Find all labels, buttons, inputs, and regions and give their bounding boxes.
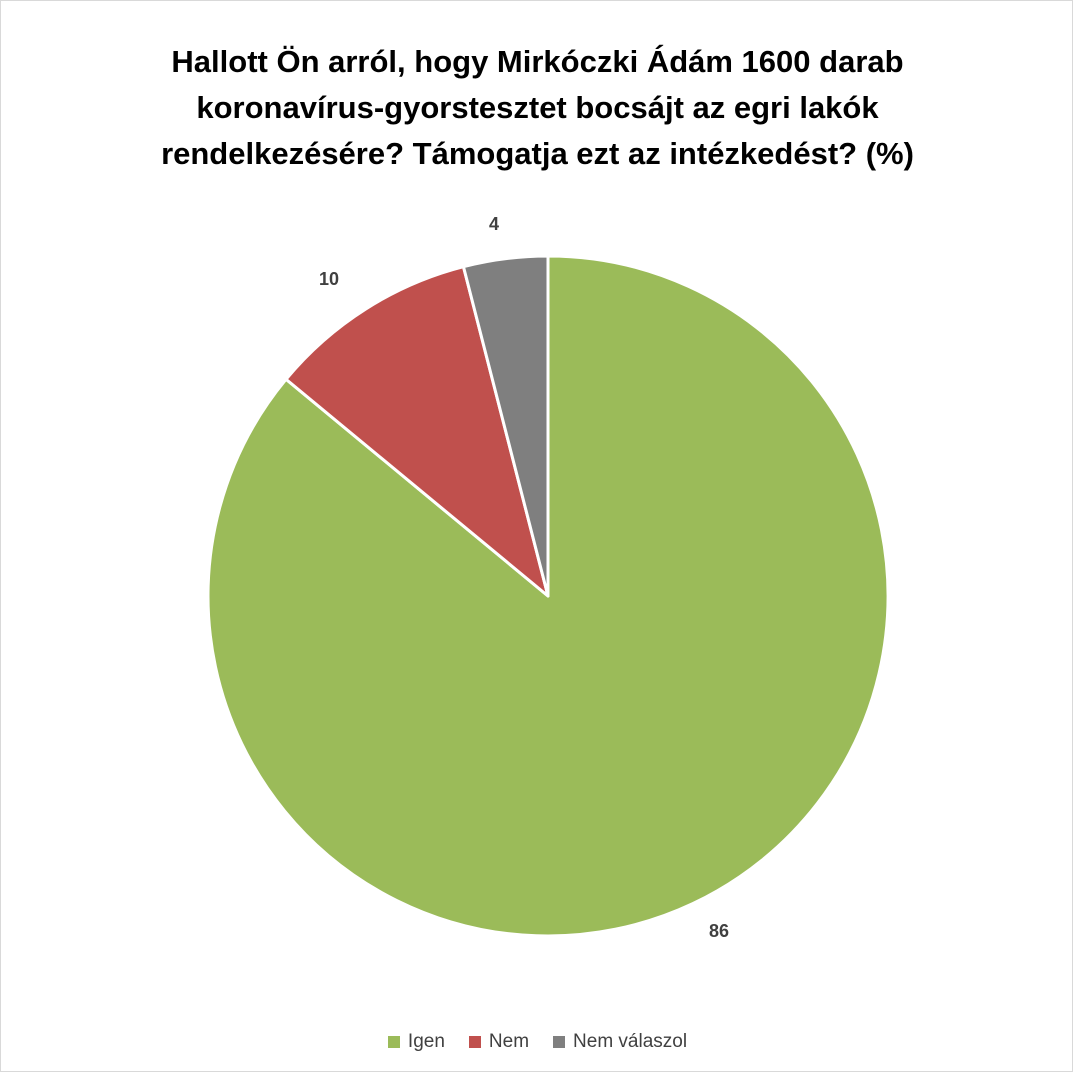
chart-title: Hallott Ön arról, hogy Mirkóczki Ádám 16… (61, 39, 1014, 177)
legend: Igen Nem Nem válaszol (1, 1031, 1073, 1053)
legend-item-igen: Igen (387, 1031, 445, 1053)
chart-title-line-1: Hallott Ön arról, hogy Mirkóczki Ádám 16… (171, 44, 904, 79)
legend-swatch-igen (387, 1036, 400, 1048)
legend-swatch-nem-valaszol (553, 1036, 566, 1048)
pie-slice-nem (284, 265, 550, 598)
legend-label-nem: Nem (488, 1031, 530, 1052)
legend-item-nem: Nem (468, 1031, 530, 1053)
data-label-nem: 10 (319, 269, 339, 289)
pie-slice-nem-valaszol (461, 254, 550, 598)
chart-title-line-3: rendelkezésére? Támogatja ezt az intézke… (161, 136, 914, 171)
legend-item-nem-valaszol: Nem válaszol (553, 1031, 687, 1053)
data-label-igen: 86 (709, 921, 729, 941)
legend-label-nem-valaszol: Nem válaszol (573, 1031, 688, 1052)
chart-title-line-2: koronavírus-gyorstesztet bocsájt az egri… (196, 90, 879, 125)
data-label-nem-valaszol: 4 (489, 214, 499, 234)
legend-swatch-nem (468, 1036, 481, 1048)
legend-label-igen: Igen (407, 1031, 445, 1052)
